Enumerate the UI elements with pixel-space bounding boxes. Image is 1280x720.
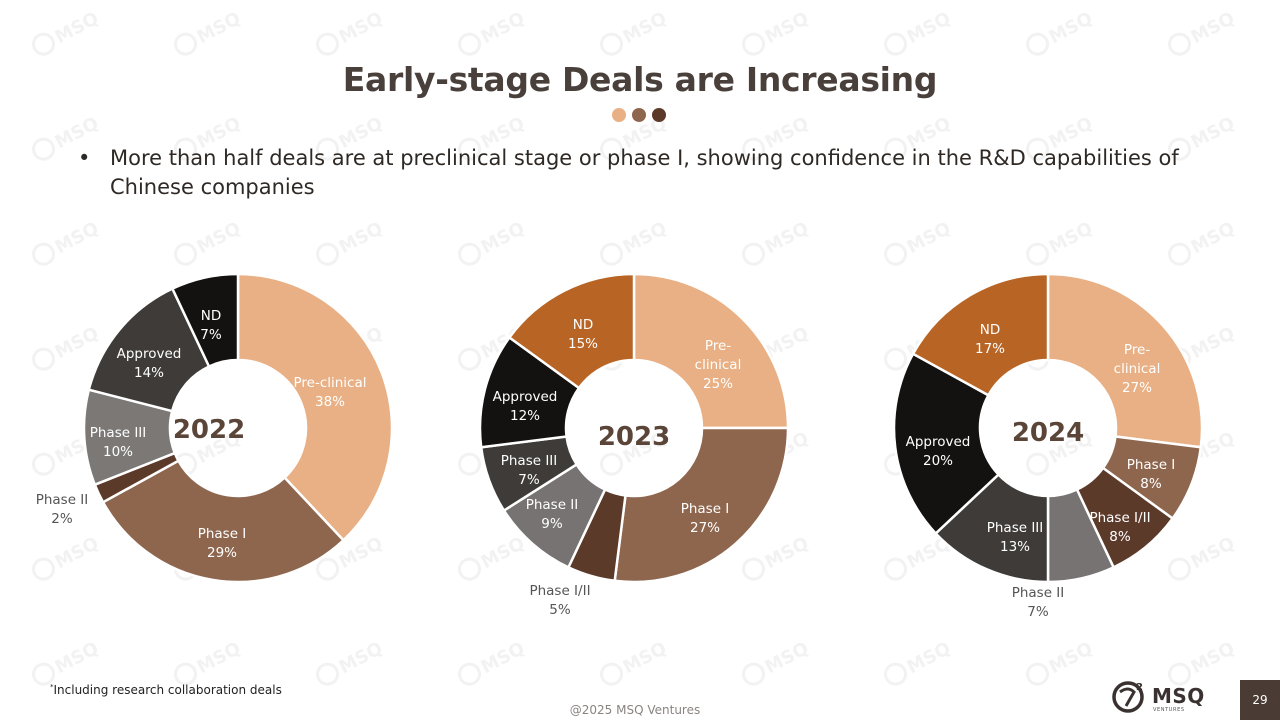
svg-text:2: 2 bbox=[1136, 682, 1143, 693]
data-label-pre-clinical: Pre-clinical 38% bbox=[293, 375, 366, 410]
bullet-point: • More than half deals are at preclinica… bbox=[78, 144, 1218, 202]
data-label-phase-iii: Phase III 13% bbox=[987, 520, 1044, 555]
slice-pre-clinical bbox=[632, 272, 790, 430]
data-label-phase-ii: Phase II 7% bbox=[1012, 585, 1065, 620]
data-label-phase-i-ii: Phase I/II 5% bbox=[529, 583, 590, 618]
slice-phase-i bbox=[101, 459, 346, 584]
data-label-phase-ii: Phase II 2% bbox=[36, 492, 89, 527]
chart-year-label: 2023 bbox=[598, 422, 670, 452]
data-label-phase-ii: Phase II 9% bbox=[526, 497, 579, 532]
data-label-phase-iii: Phase III 7% bbox=[501, 453, 558, 488]
slide-title: Early-stage Deals are Increasing bbox=[342, 60, 938, 99]
data-label-nd: ND 7% bbox=[200, 308, 222, 343]
bullet-icon: • bbox=[78, 146, 91, 170]
bullet-text: More than half deals are at preclinical … bbox=[110, 146, 1179, 199]
msq-logo-icon: 2 bbox=[1112, 681, 1144, 713]
page-number: 29 bbox=[1240, 680, 1280, 720]
slice-approved bbox=[892, 352, 1001, 536]
slice-pre-clinical bbox=[1046, 272, 1204, 449]
data-label-pre-clinical: Pre-clinical 27% bbox=[1114, 342, 1161, 396]
data-label-phase-i: Phase I 8% bbox=[1127, 457, 1176, 492]
decoration-dot-1 bbox=[612, 108, 626, 122]
slice-approved bbox=[87, 286, 211, 413]
logo-subtext: VENTURES bbox=[1153, 707, 1185, 713]
slice-phase-i bbox=[613, 426, 790, 584]
slice-pre-clinical bbox=[236, 272, 394, 543]
title-decoration-dots bbox=[612, 108, 666, 122]
data-label-phase-i: Phase I 27% bbox=[681, 501, 730, 536]
decoration-dot-2 bbox=[632, 108, 646, 122]
footnote-text: Including research collaboration deals bbox=[53, 683, 282, 697]
data-label-approved: Approved 14% bbox=[117, 346, 182, 381]
chart-year-label: 2022 bbox=[173, 415, 245, 445]
data-label-phase-iii: Phase III 10% bbox=[90, 425, 147, 460]
chart-year-label: 2024 bbox=[1012, 418, 1084, 448]
data-label-nd: ND 15% bbox=[568, 317, 598, 352]
data-label-pre-clinical: Pre-clinical 25% bbox=[695, 338, 742, 392]
slice-nd bbox=[170, 272, 240, 369]
data-label-phase-i-ii: Phase I/II 8% bbox=[1089, 510, 1150, 545]
slice-nd bbox=[507, 272, 636, 390]
data-label-nd: ND 17% bbox=[975, 322, 1005, 357]
data-label-phase-i: Phase I 29% bbox=[198, 526, 247, 561]
slice-nd bbox=[911, 272, 1050, 397]
footnote: *Including research collaboration deals bbox=[50, 683, 282, 697]
data-label-approved: Approved 20% bbox=[906, 434, 971, 469]
copyright: @2025 MSQ Ventures bbox=[569, 703, 701, 717]
data-label-approved: Approved 12% bbox=[493, 389, 558, 424]
logo-text: MSQ bbox=[1152, 684, 1205, 708]
footnote-marker: * bbox=[50, 683, 54, 691]
company-logo: 2 MSQ VENTURES bbox=[1110, 678, 1205, 714]
decoration-dot-3 bbox=[652, 108, 666, 122]
